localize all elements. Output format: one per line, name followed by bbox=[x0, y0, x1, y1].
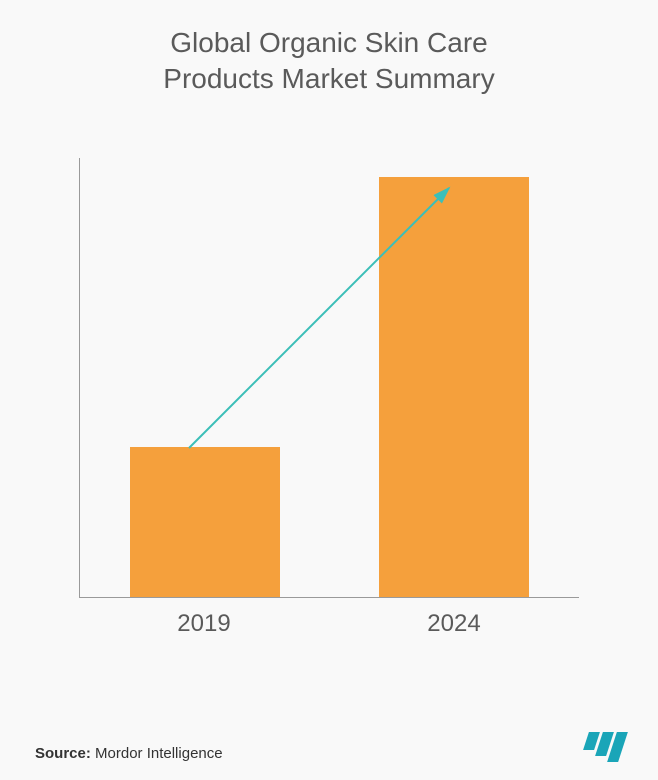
bar-2024 bbox=[379, 177, 529, 597]
chart-container: Global Organic Skin Care Products Market… bbox=[0, 0, 658, 780]
x-axis-labels: 2019 2024 bbox=[79, 610, 579, 638]
title-line-1: Global Organic Skin Care bbox=[170, 27, 487, 58]
chart-title: Global Organic Skin Care Products Market… bbox=[35, 25, 623, 98]
source-label: Source: bbox=[35, 745, 91, 762]
footer: Source: Mordor Intelligence bbox=[35, 732, 623, 762]
title-line-2: Products Market Summary bbox=[163, 63, 494, 94]
mordor-logo bbox=[586, 732, 623, 762]
bars-container bbox=[79, 158, 579, 598]
chart-area: 2019 2024 bbox=[59, 148, 599, 658]
bar-2019 bbox=[130, 447, 280, 597]
source-citation: Source: Mordor Intelligence bbox=[35, 745, 223, 762]
x-label-2019: 2019 bbox=[129, 610, 279, 638]
x-label-2024: 2024 bbox=[379, 610, 529, 638]
source-text: Mordor Intelligence bbox=[91, 745, 223, 762]
